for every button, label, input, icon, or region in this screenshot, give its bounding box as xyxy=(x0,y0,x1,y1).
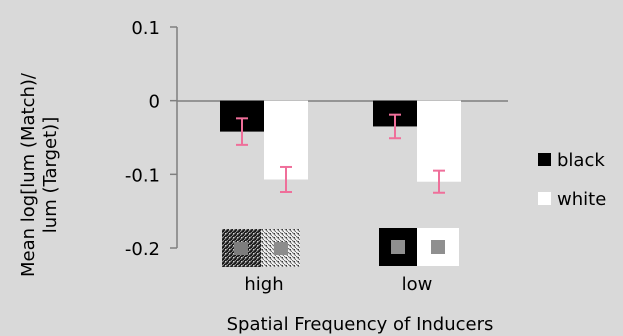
y-tick-label: -0.1 xyxy=(125,165,160,186)
legend: black white xyxy=(538,150,606,210)
high-frequency-inducer-icon xyxy=(222,229,300,267)
bar-white-low xyxy=(417,100,461,182)
legend-swatch-white xyxy=(538,192,551,205)
low-frequency-inducer-icon xyxy=(379,228,459,266)
y-axis-title: Mean log[lum (Match)/ lum (Target)] xyxy=(18,72,61,277)
legend-label-black: black xyxy=(557,150,605,171)
y-axis-title-line-1: Mean log[lum (Match)/ xyxy=(18,72,39,277)
legend-label-white: white xyxy=(557,189,606,210)
x-axis-category-labels: high low xyxy=(244,274,432,295)
legend-swatch-black xyxy=(538,153,551,166)
y-axis-title-line-2: lum (Target)] xyxy=(40,117,61,233)
y-tick-label: 0 xyxy=(149,92,160,113)
bars-group xyxy=(220,100,461,182)
error-bar-black-high xyxy=(236,117,248,146)
error-bars-group xyxy=(236,113,445,194)
y-axis-ticks: 0.1 0 -0.1 -0.2 xyxy=(125,18,177,260)
error-bar-white-high xyxy=(280,165,292,194)
x-category-label-low: low xyxy=(402,274,433,295)
y-tick-label: -0.2 xyxy=(125,239,160,260)
x-axis-title: Spatial Frequency of Inducers xyxy=(227,314,494,335)
x-category-label-high: high xyxy=(244,274,283,295)
error-bar-white-low xyxy=(433,169,445,194)
error-bar-black-low xyxy=(389,113,401,140)
y-tick-label: 0.1 xyxy=(131,18,160,39)
